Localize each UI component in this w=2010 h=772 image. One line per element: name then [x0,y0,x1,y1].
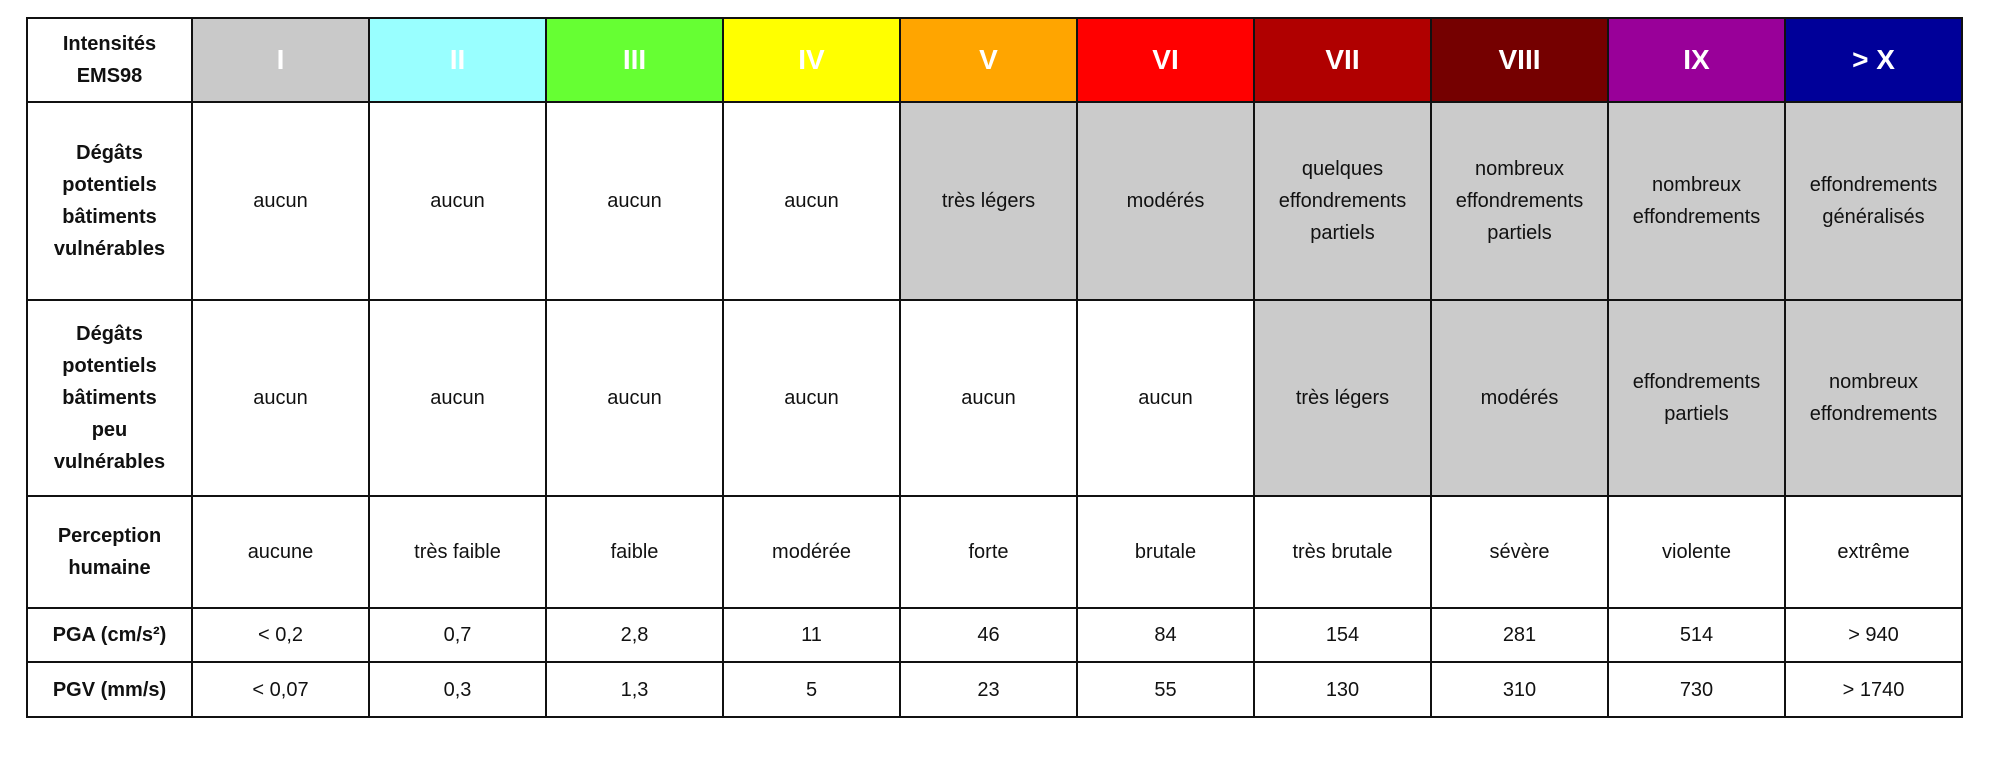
intensity-header: IX [1607,17,1786,103]
table-cell: forte [899,495,1078,609]
table-cell: aucun [545,299,724,497]
table-cell: aucun [545,101,724,301]
table-row: Dégâts potentiels bâtiments peu vulnérab… [26,299,1963,497]
table-cell: 55 [1076,661,1255,718]
table-row: Perception humaine aucune très faible faibl… [26,495,1963,609]
intensity-header: IV [722,17,901,103]
intensity-header: III [545,17,724,103]
table-cell: aucun [899,299,1078,497]
table-cell: 1,3 [545,661,724,718]
table-cell: modérée [722,495,901,609]
table-cell: très légers [1253,299,1432,497]
header-row: Intensités EMS98 I II III IV V VI VII VIII IX > X [26,17,1963,103]
table-cell: aucun [1076,299,1255,497]
table-cell: 130 [1253,661,1432,718]
table-cell: aucun [191,101,370,301]
intensity-header: VI [1076,17,1255,103]
table-header: Intensités EMS98 I II III IV V VI VII VIII IX > X [26,17,1963,103]
table-row: Dégâts potentiels bâtiments vulnérables a… [26,101,1963,301]
row-label: PGV (mm/s) [26,661,193,718]
table-cell: 0,3 [368,661,547,718]
table-cell: violente [1607,495,1786,609]
table-cell: sévère [1430,495,1609,609]
table-cell: très brutale [1253,495,1432,609]
header-label: Intensités EMS98 [26,17,193,103]
table-cell: 0,7 [368,607,547,663]
table-row: PGA (cm/s²) < 0,2 0,7 2,8 11 46 84 154 281 514 > 9… [26,607,1963,663]
table-cell: 154 [1253,607,1432,663]
table-cell: effondrements généralisés [1784,101,1963,301]
table-cell: 5 [722,661,901,718]
row-label: Dégâts potentiels bâtiments vulnérables [26,101,193,301]
table-cell: 2,8 [545,607,724,663]
table-cell: 23 [899,661,1078,718]
table-cell: aucun [191,299,370,497]
table-row: PGV (mm/s) < 0,07 0,3 1,3 5 23 55 130 310 730 > 17… [26,661,1963,718]
table-cell: > 1740 [1784,661,1963,718]
table-cell: 730 [1607,661,1786,718]
table-cell: 84 [1076,607,1255,663]
table-cell: brutale [1076,495,1255,609]
intensity-table: Intensités EMS98 I II III IV V VI VII VIII IX > X … [26,17,1963,718]
table-cell: faible [545,495,724,609]
table-cell: aucun [368,299,547,497]
table-cell: modérés [1076,101,1255,301]
table-cell: 514 [1607,607,1786,663]
table-cell: nombreux effondrements [1784,299,1963,497]
table-cell: extrême [1784,495,1963,609]
row-label: PGA (cm/s²) [26,607,193,663]
row-label: Perception humaine [26,495,193,609]
table-cell: 11 [722,607,901,663]
table-cell: très légers [899,101,1078,301]
table-cell: 281 [1430,607,1609,663]
table-cell: aucun [722,299,901,497]
intensity-header: VIII [1430,17,1609,103]
table-cell: aucun [722,101,901,301]
table-cell: modérés [1430,299,1609,497]
table-cell: nombreux effondrements [1607,101,1786,301]
table-cell: 46 [899,607,1078,663]
table-body: Dégâts potentiels bâtiments vulnérables a… [26,101,1963,718]
table-cell: > 940 [1784,607,1963,663]
table-cell: aucun [368,101,547,301]
table-cell: < 0,2 [191,607,370,663]
table-cell: très faible [368,495,547,609]
table-cell: 310 [1430,661,1609,718]
intensity-header: II [368,17,547,103]
row-label: Dégâts potentiels bâtiments peu vulnérab… [26,299,193,497]
intensity-header: > X [1784,17,1963,103]
table-cell: quelques effondrements partiels [1253,101,1432,301]
intensity-header: I [191,17,370,103]
table-cell: nombreux effondrements partiels [1430,101,1609,301]
table-cell: < 0,07 [191,661,370,718]
table-cell: aucune [191,495,370,609]
table-cell: effondrements partiels [1607,299,1786,497]
intensity-header: VII [1253,17,1432,103]
intensity-header: V [899,17,1078,103]
